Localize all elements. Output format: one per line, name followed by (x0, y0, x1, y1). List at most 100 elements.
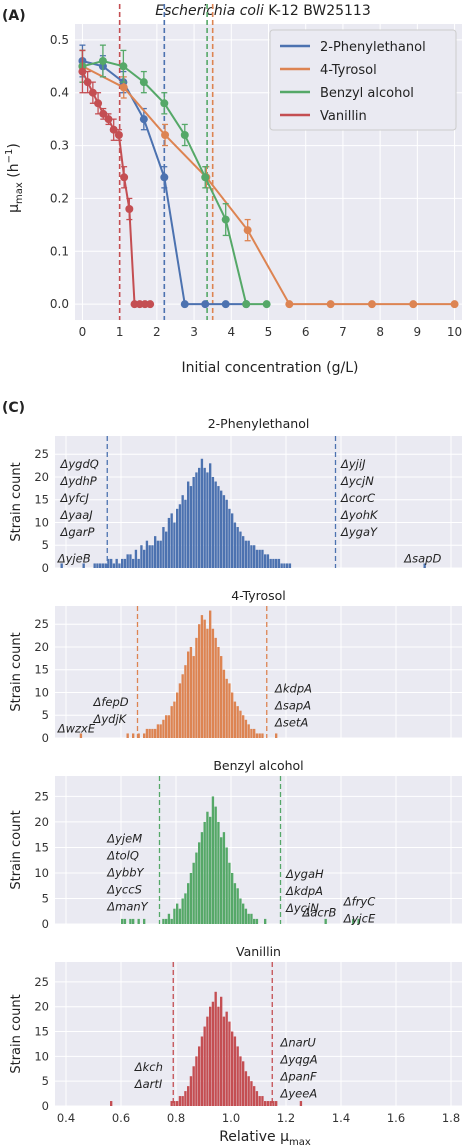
histogram-bar (187, 481, 190, 568)
y-tick-label: 0.5 (50, 33, 69, 47)
histogram-bar (209, 816, 212, 924)
histogram-bar (132, 918, 135, 924)
histogram-bar (132, 558, 135, 568)
histogram-bar (154, 728, 157, 738)
4-tyrosol-line (81, 65, 455, 306)
histogram-bar (145, 728, 149, 738)
histogram-bar (181, 1096, 184, 1106)
histogram-bar (126, 554, 129, 568)
y-axis-label: Strain count (9, 462, 24, 541)
histogram-bar (129, 554, 132, 568)
histogram-bar (236, 706, 239, 738)
histogram-bar (286, 563, 289, 568)
data-point (160, 99, 169, 108)
y-tick-label: 0.2 (50, 191, 69, 205)
histogram-bar (184, 499, 187, 568)
histogram-bar (217, 1006, 220, 1106)
gene-label: ΔyjiJ (340, 457, 366, 471)
y-tick-label: 5 (42, 538, 49, 552)
histogram-bar (352, 918, 355, 924)
histogram-bar (173, 701, 176, 738)
panel-c-histograms: 2-Phenylethanol 0 5 10 15 20 25 ΔyjeB ΔygdQ ΔydhP… (9, 416, 462, 1125)
histogram-bar (247, 540, 250, 568)
histogram-bar (242, 536, 245, 568)
gene-annotation: ΔyjeB (57, 552, 91, 566)
y-tick-label: 25 (34, 617, 49, 631)
histogram-bar (272, 558, 275, 568)
histogram-bar (176, 903, 179, 924)
histogram-bar (99, 563, 102, 568)
y-tick-label: 5 (42, 708, 49, 722)
histogram-bar (206, 628, 209, 738)
x-tick-label: 1.6 (387, 1111, 405, 1125)
plot-background (55, 606, 462, 738)
y-tick-label: 0 (42, 561, 49, 575)
histogram-bar (162, 527, 165, 568)
subplot-title: 2-Phenylethanol (208, 416, 310, 431)
histogram-bar (195, 1056, 198, 1106)
histogram-bar (250, 1081, 253, 1106)
histogram-bar (162, 918, 165, 924)
histogram-bar (187, 1086, 190, 1106)
histogram-bar (192, 476, 195, 568)
data-point (367, 300, 376, 309)
histogram-bar (244, 719, 248, 738)
plot-background (55, 962, 462, 1106)
histogram-bar (220, 996, 223, 1106)
gene-label: ΔyfcJ (60, 491, 90, 505)
histogram-bar (239, 1056, 242, 1106)
histogram-bar (242, 903, 245, 924)
gene-annotation: Δkch ΔartI (134, 1060, 163, 1091)
histogram-bar (121, 558, 124, 568)
data-point (221, 215, 230, 224)
y-tick-label: 15 (34, 493, 49, 507)
histogram-bar (192, 656, 195, 738)
gene-annotation: ΔsapD (403, 552, 441, 566)
x-tick-label: 10 (447, 325, 462, 339)
data-point (83, 78, 92, 87)
histogram-bar (206, 472, 209, 568)
data-point (78, 67, 87, 76)
histogram-bar (261, 733, 264, 738)
histogram-bar (255, 733, 259, 738)
y-tick-label: 5 (42, 1074, 49, 1088)
subplot-title: Vanillin (236, 944, 281, 959)
histogram-bar (200, 458, 204, 568)
histogram-bar (250, 728, 253, 738)
gene-label: ΔtolQ (106, 848, 139, 862)
plot-background (55, 776, 462, 924)
histogram-bar (203, 467, 206, 568)
gene-label: ΔyjcE (343, 912, 376, 926)
histogram-bar (214, 481, 217, 568)
gene-label: ΔyaaJ (60, 508, 94, 522)
histogram-bar (176, 692, 179, 738)
gene-label: ΔygaY (340, 525, 378, 539)
gene-label: ΔydjK (93, 712, 128, 726)
gene-label: ΔpanF (280, 1069, 318, 1083)
histogram-bar (156, 540, 160, 568)
histogram-bar (143, 549, 146, 568)
histogram-bar (239, 898, 242, 924)
histogram-bar (244, 1071, 248, 1106)
histogram-bar (231, 692, 234, 738)
gene-label: ΔyjeM (106, 831, 142, 845)
histogram-bar (162, 719, 165, 738)
histogram-bar (231, 513, 234, 568)
panel-a-title: Escherichia coli K-12 BW25113 (155, 3, 370, 19)
histogram-bar (231, 1031, 234, 1106)
histogram-bar (228, 1021, 231, 1106)
y-tick-label: 0.3 (50, 139, 69, 153)
histogram-bar (228, 862, 231, 924)
histogram-bar (134, 549, 138, 568)
histogram-bar (195, 852, 198, 924)
gene-label: ΔyccS (106, 882, 142, 896)
title-species: Escherichia coli (155, 3, 264, 19)
histogram-bar (167, 517, 171, 568)
histogram-bar (220, 490, 223, 568)
data-point (326, 300, 335, 309)
data-point (180, 300, 189, 309)
histogram-bar (173, 522, 176, 568)
histogram-bar (189, 486, 193, 568)
gene-annotation: ΔkdpA ΔsapA ΔsetA (274, 681, 312, 729)
histogram-bar (222, 1016, 226, 1106)
